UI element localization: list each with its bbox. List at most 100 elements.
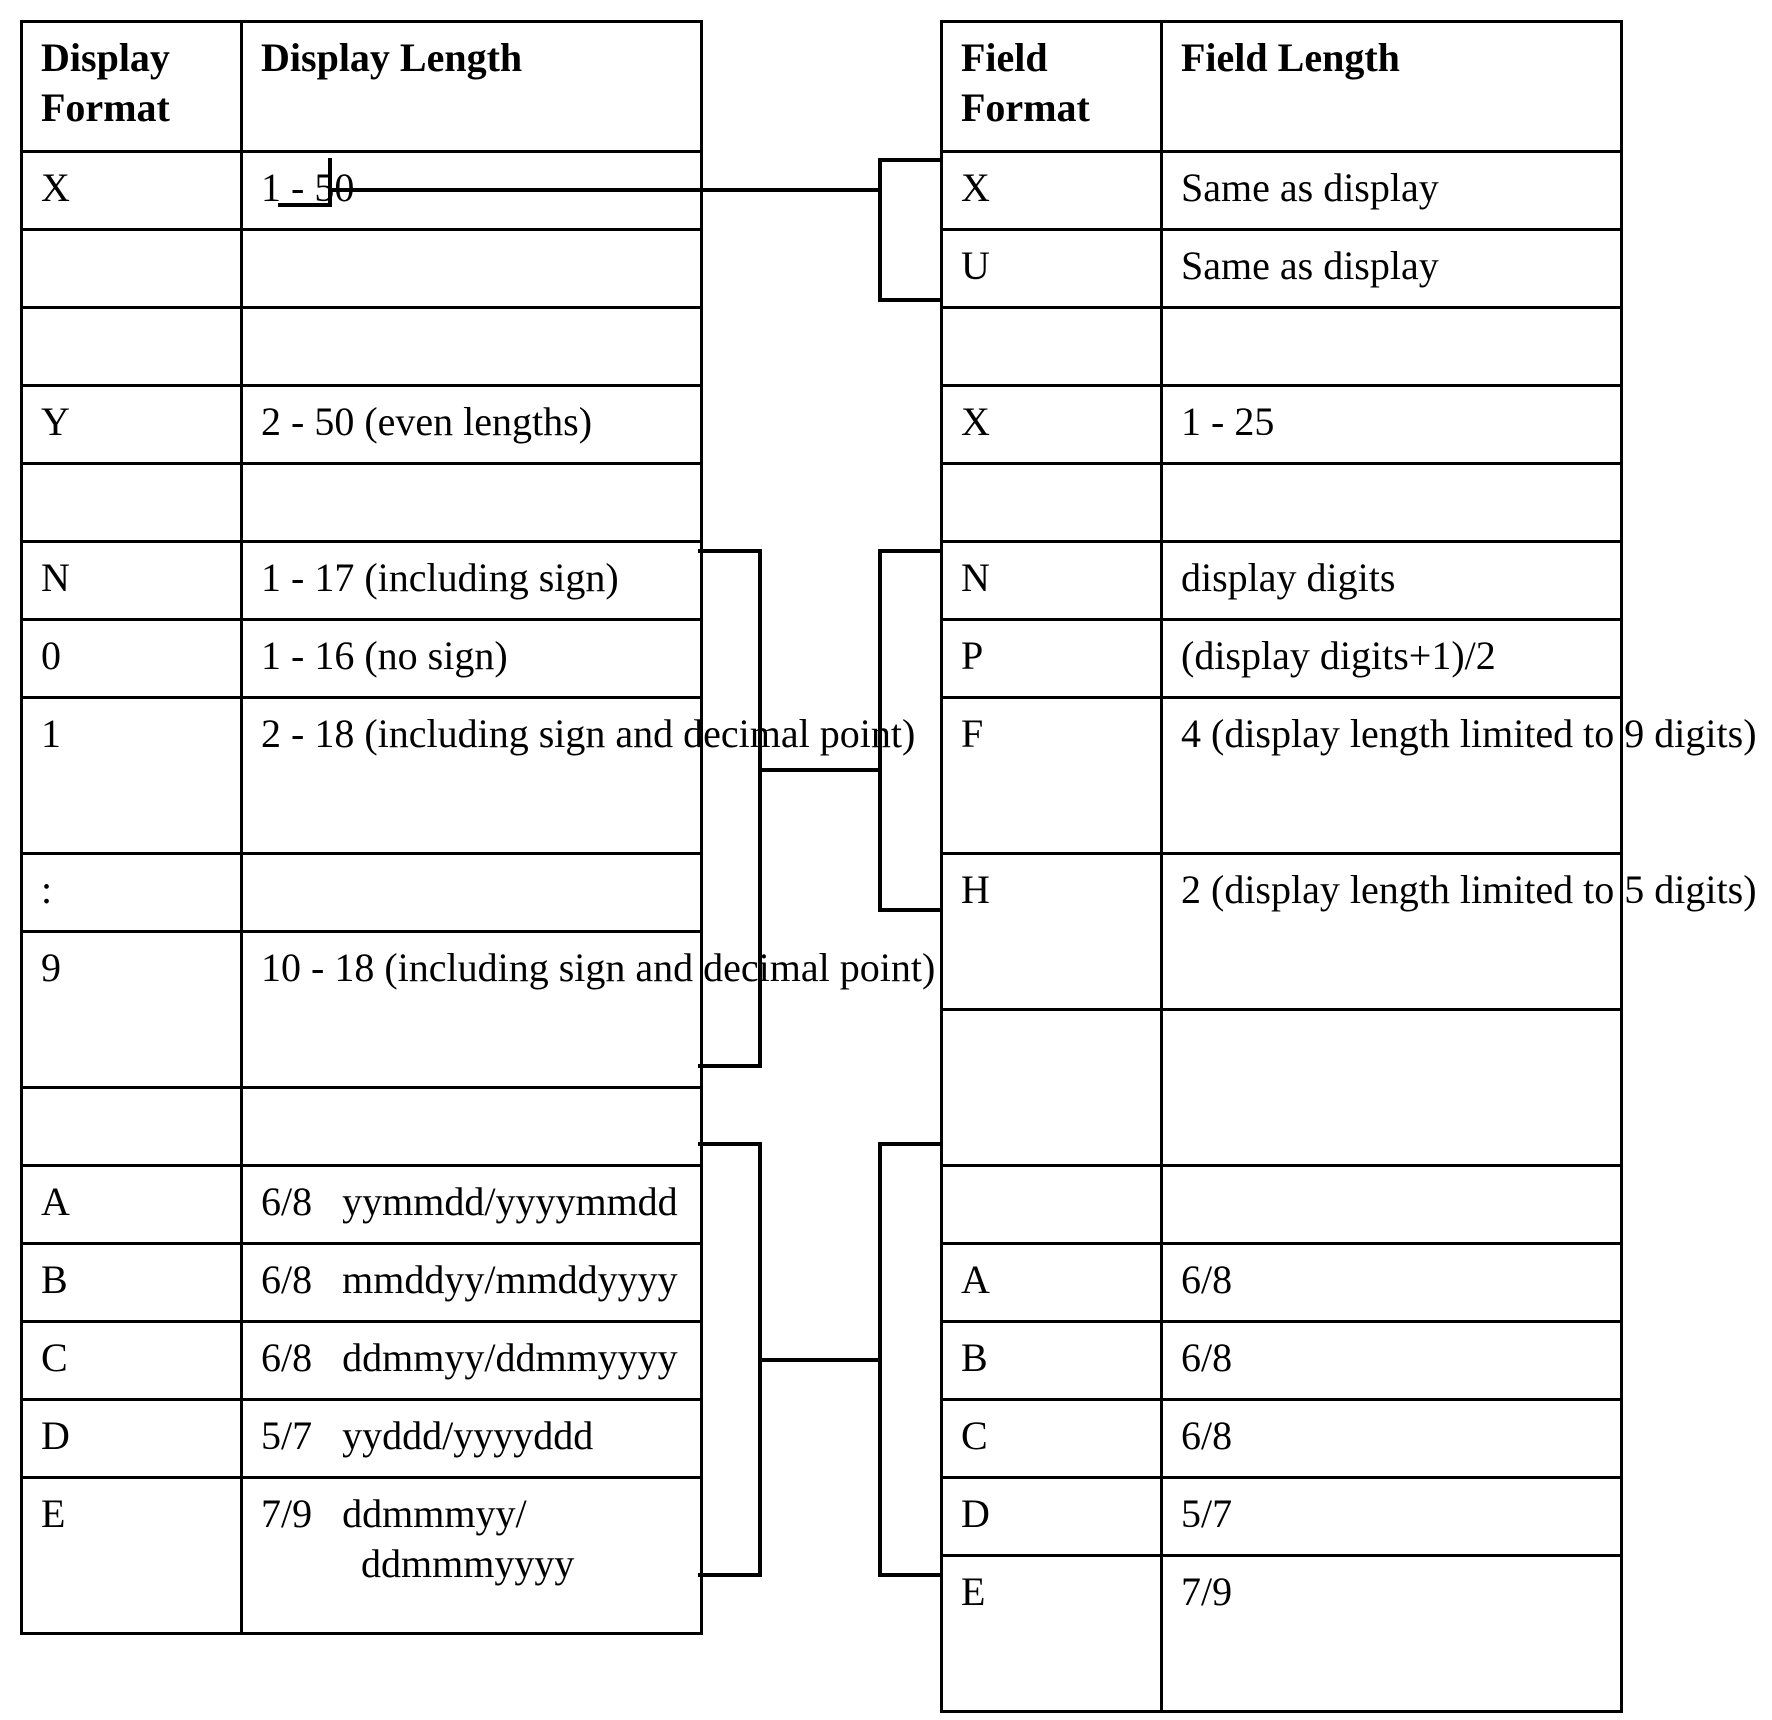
- table-row: :: [22, 854, 702, 932]
- length-cell: [1162, 1010, 1622, 1166]
- table-row: [22, 464, 702, 542]
- length-cell: 6/8: [1162, 1400, 1622, 1478]
- length-cell: Same as display: [1162, 152, 1622, 230]
- length-cell: 1 - 25: [1162, 386, 1622, 464]
- length-cell: 1 - 50: [242, 152, 702, 230]
- table-row: [942, 308, 1622, 386]
- format-cell: B: [942, 1322, 1162, 1400]
- length-cell: [1162, 464, 1622, 542]
- length-cell: 7/9 ddmmmyy/ ddmmmyyyy: [242, 1478, 702, 1634]
- format-cell: X: [942, 152, 1162, 230]
- length-cell: 6/8 yymmdd/yyyymmdd: [242, 1166, 702, 1244]
- table-row: [22, 230, 702, 308]
- table-row: [942, 464, 1622, 542]
- length-cell: [242, 308, 702, 386]
- format-cell: X: [22, 152, 242, 230]
- table-row: P(display digits+1)/2: [942, 620, 1622, 698]
- table-row: X1 - 50: [22, 152, 702, 230]
- table-row: Ndisplay digits: [942, 542, 1622, 620]
- format-cell: E: [22, 1478, 242, 1634]
- table-row: E7/9: [942, 1556, 1622, 1712]
- format-cell: U: [942, 230, 1162, 308]
- format-cell: [942, 1166, 1162, 1244]
- table-row: N1 - 17 (including sign): [22, 542, 702, 620]
- table-row: A6/8: [942, 1244, 1622, 1322]
- format-cell: 0: [22, 620, 242, 698]
- table-row: USame as display: [942, 230, 1622, 308]
- length-cell: 4 (display length limited to 9 digits): [1162, 698, 1622, 854]
- length-cell: 1 - 17 (including sign): [242, 542, 702, 620]
- table-row: B6/8 mmddyy/mmddyyyy: [22, 1244, 702, 1322]
- table-row: F4 (display length limited to 9 digits): [942, 698, 1622, 854]
- format-cell: X: [942, 386, 1162, 464]
- length-cell: 7/9: [1162, 1556, 1622, 1712]
- format-cell: 1: [22, 698, 242, 854]
- column-header: Display Length: [242, 22, 702, 152]
- table-row: X1 - 25: [942, 386, 1622, 464]
- format-cell: N: [942, 542, 1162, 620]
- format-cell: F: [942, 698, 1162, 854]
- table-row: XSame as display: [942, 152, 1622, 230]
- format-cell: [22, 230, 242, 308]
- table-row: E7/9 ddmmmyy/ ddmmmyyyy: [22, 1478, 702, 1634]
- format-cell: C: [22, 1322, 242, 1400]
- format-cell: N: [22, 542, 242, 620]
- length-cell: 6/8 ddmmyy/ddmmyyyy: [242, 1322, 702, 1400]
- length-cell: 2 - 18 (including sign and decimal point…: [242, 698, 702, 854]
- field-format-table: Field FormatField LengthXSame as display…: [940, 20, 1623, 1713]
- table-row: A6/8 yymmdd/yyyymmdd: [22, 1166, 702, 1244]
- length-cell: [242, 1088, 702, 1166]
- length-cell: 10 - 18 (including sign and decimal poin…: [242, 932, 702, 1088]
- length-cell: [1162, 1166, 1622, 1244]
- length-cell: [1162, 308, 1622, 386]
- format-cell: D: [942, 1478, 1162, 1556]
- length-cell: 5/7: [1162, 1478, 1622, 1556]
- table-row: Y2 - 50 (even lengths): [22, 386, 702, 464]
- format-cell: [22, 464, 242, 542]
- length-cell: 5/7 yyddd/yyyyddd: [242, 1400, 702, 1478]
- format-cell: Y: [22, 386, 242, 464]
- table-row: [942, 1010, 1622, 1166]
- format-cell: D: [22, 1400, 242, 1478]
- length-cell: 6/8: [1162, 1322, 1622, 1400]
- table-row: B6/8: [942, 1322, 1622, 1400]
- length-cell: 6/8: [1162, 1244, 1622, 1322]
- display-format-table: Display FormatDisplay LengthX1 - 50Y2 - …: [20, 20, 703, 1635]
- format-cell: A: [942, 1244, 1162, 1322]
- format-cell: C: [942, 1400, 1162, 1478]
- format-cell: B: [22, 1244, 242, 1322]
- length-cell: [242, 854, 702, 932]
- table-row: H2 (display length limited to 5 digits): [942, 854, 1622, 1010]
- column-header: Field Format: [942, 22, 1162, 152]
- format-cell: [22, 308, 242, 386]
- format-cell: E: [942, 1556, 1162, 1712]
- length-cell: [242, 230, 702, 308]
- format-cell: [942, 1010, 1162, 1166]
- length-cell: (display digits+1)/2: [1162, 620, 1622, 698]
- table-row: C6/8 ddmmyy/ddmmyyyy: [22, 1322, 702, 1400]
- column-header: Display Format: [22, 22, 242, 152]
- table-row: D5/7: [942, 1478, 1622, 1556]
- table-row: [22, 1088, 702, 1166]
- length-cell: Same as display: [1162, 230, 1622, 308]
- format-cell: [942, 464, 1162, 542]
- format-cell: P: [942, 620, 1162, 698]
- table-row: C6/8: [942, 1400, 1622, 1478]
- length-cell: [242, 464, 702, 542]
- length-cell: 2 (display length limited to 5 digits): [1162, 854, 1622, 1010]
- table-row: [942, 1166, 1622, 1244]
- format-cell: H: [942, 854, 1162, 1010]
- length-cell: 2 - 50 (even lengths): [242, 386, 702, 464]
- table-row: D5/7 yyddd/yyyyddd: [22, 1400, 702, 1478]
- page: Display FormatDisplay LengthX1 - 50Y2 - …: [0, 0, 1772, 1720]
- format-cell: A: [22, 1166, 242, 1244]
- table-row: [22, 308, 702, 386]
- length-cell: display digits: [1162, 542, 1622, 620]
- column-header: Field Length: [1162, 22, 1622, 152]
- format-cell: 9: [22, 932, 242, 1088]
- length-cell: 1 - 16 (no sign): [242, 620, 702, 698]
- table-row: 12 - 18 (including sign and decimal poin…: [22, 698, 702, 854]
- length-cell: 6/8 mmddyy/mmddyyyy: [242, 1244, 702, 1322]
- format-cell: :: [22, 854, 242, 932]
- format-cell: [22, 1088, 242, 1166]
